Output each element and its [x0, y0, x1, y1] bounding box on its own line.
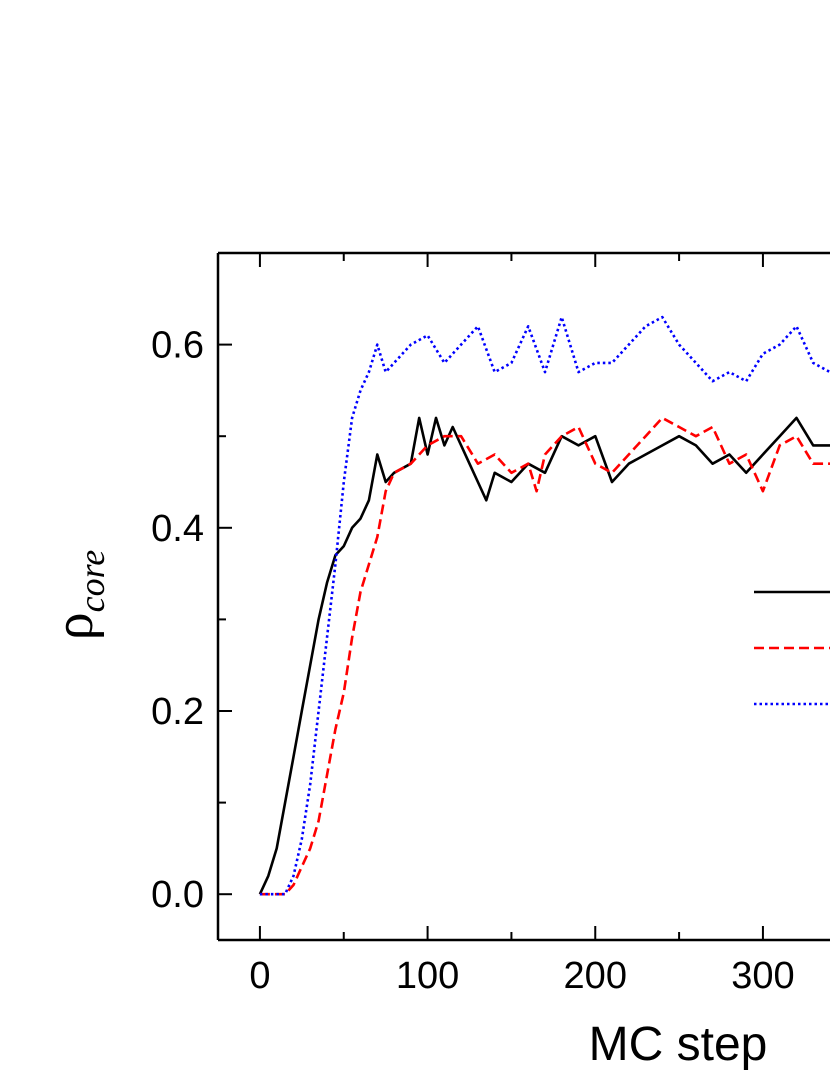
- series-line-1: [258, 416, 830, 895]
- y-axis-title: ρcore: [43, 550, 112, 641]
- y-tick-label: 0.4: [151, 508, 204, 550]
- y-axis-title-sub: core: [72, 550, 112, 613]
- series-line-3: [259, 315, 830, 896]
- x-tick-label: 300: [731, 955, 794, 997]
- plot-layer: 0 100 200 300 0.0 0.2 0.4 0.6: [151, 251, 830, 997]
- svg-text:ρcore: ρcore: [43, 550, 112, 641]
- y-axis-title-main: ρ: [43, 612, 105, 640]
- series-line-2: [259, 416, 830, 896]
- x-tick-label: 100: [396, 955, 459, 997]
- x-axis-title: MC step: [589, 1018, 768, 1071]
- y-tick-label: 0.0: [151, 874, 204, 916]
- x-tick-label: 200: [564, 955, 627, 997]
- axis-title-group: MC step ρcore: [43, 550, 767, 1071]
- x-tick-label: 0: [249, 955, 270, 997]
- y-tick-label: 0.2: [151, 691, 204, 733]
- y-tick-label: 0.6: [151, 325, 204, 367]
